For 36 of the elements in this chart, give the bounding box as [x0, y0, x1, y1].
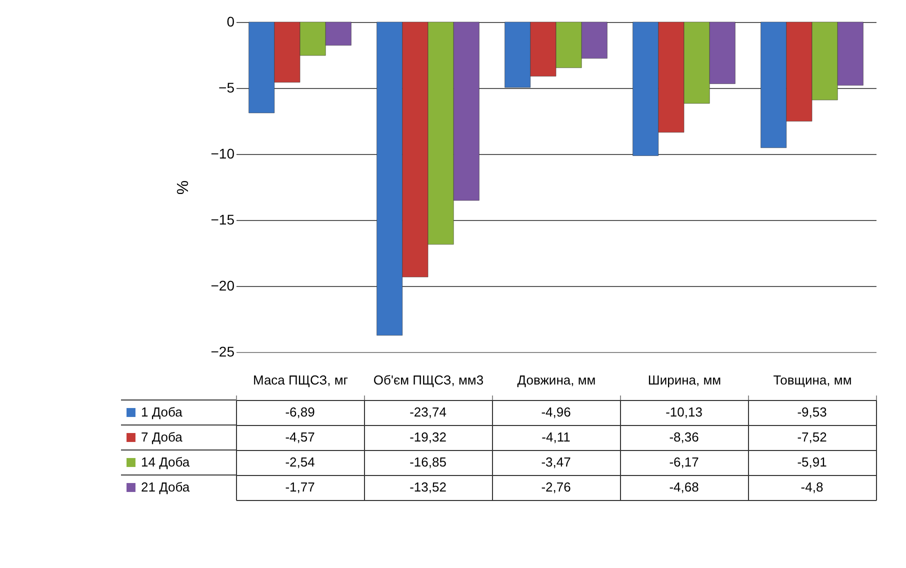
legend-label: 1 Доба — [141, 404, 184, 420]
data-label: -4,96 — [541, 404, 571, 420]
data-label: -13,52 — [410, 480, 446, 494]
x-tick-label: Маса ПЩСЗ, мг — [252, 372, 348, 388]
data-label: -10,13 — [666, 404, 702, 420]
x-tick-label: Об'єм ПЩСЗ, мм3 — [373, 372, 484, 388]
y-tick-label: −5 — [218, 80, 235, 96]
x-tick-label: Ширина, мм — [648, 372, 722, 388]
data-label: -5,91 — [797, 454, 827, 470]
data-label: -4,57 — [285, 430, 315, 444]
data-label: -4,8 — [800, 480, 824, 494]
data-label: -4,11 — [542, 430, 570, 444]
legend-label: 7 Доба — [141, 430, 184, 444]
data-label: -6,89 — [285, 404, 315, 420]
data-label: -9,53 — [797, 404, 827, 420]
data-label: -4,68 — [669, 480, 699, 494]
y-tick-label: 0 — [226, 14, 235, 30]
data-label: -8,36 — [669, 430, 699, 444]
data-label: -16,85 — [410, 454, 446, 470]
legend-label: 21 Доба — [141, 480, 190, 494]
data-label: -2,54 — [285, 454, 315, 470]
data-label: -1,77 — [285, 480, 315, 494]
data-label: -6,17 — [669, 454, 699, 470]
data-label: -23,74 — [410, 404, 446, 420]
data-label: -7,52 — [797, 430, 827, 444]
data-label: -19,32 — [410, 430, 446, 444]
legend-label: 14 Доба — [141, 454, 190, 470]
y-tick-label: −20 — [210, 278, 235, 294]
y-tick-label: −10 — [210, 146, 235, 162]
data-label: -3,47 — [541, 454, 571, 470]
y-tick-label: −15 — [210, 212, 235, 228]
x-tick-label: Довжина, мм — [517, 372, 596, 388]
y-tick-label: −25 — [210, 344, 235, 360]
data-label: -2,76 — [541, 480, 571, 494]
y-axis-title: % — [174, 180, 192, 195]
x-tick-label: Товщина, мм — [773, 372, 852, 388]
